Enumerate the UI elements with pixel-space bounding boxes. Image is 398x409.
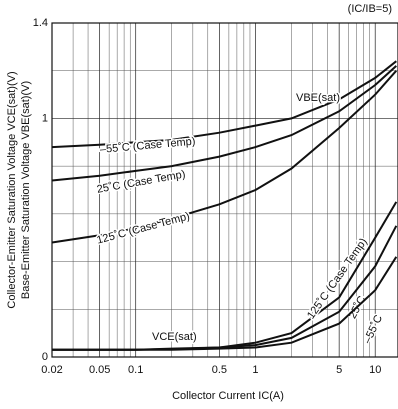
x-tick-label: 0.05 (89, 364, 110, 376)
y-axis-title: Base-Emitter Saturation Voltage VBE(sat)… (20, 81, 32, 299)
x-tick-label: 0.02 (41, 364, 62, 376)
annotation: VBE(sat) (296, 92, 340, 104)
series-line (51, 65, 397, 182)
series-label: –55˚C (Case Temp) (99, 136, 195, 156)
y-tick-label: 0 (42, 351, 48, 363)
x-axis-title: Collector Current IC(A) (172, 390, 284, 402)
series-label: 125˚C (Case Temp) (95, 210, 191, 246)
series-label: 25˚C (Case Temp) (96, 168, 186, 195)
x-tick-label: 0.1 (128, 364, 143, 376)
x-tick-label: 5 (336, 364, 342, 376)
plot-frame (51, 22, 398, 358)
series-line (51, 70, 398, 244)
y-tick-label: 1 (42, 112, 48, 124)
y-axis-title: Collector-Emitter Saturation Voltage VCE… (6, 71, 18, 308)
series-label: –55˚C (361, 313, 385, 345)
x-tick-label: 10 (369, 364, 381, 376)
annotation: VCE(sat) (152, 331, 197, 343)
series-line (51, 60, 397, 149)
condition: (IC/IB=5) (348, 3, 392, 15)
y-tick-label: 1.4 (33, 17, 48, 29)
x-tick-label: 0.5 (212, 364, 227, 376)
x-tick-label: 1 (252, 364, 258, 376)
series-line (52, 256, 398, 351)
